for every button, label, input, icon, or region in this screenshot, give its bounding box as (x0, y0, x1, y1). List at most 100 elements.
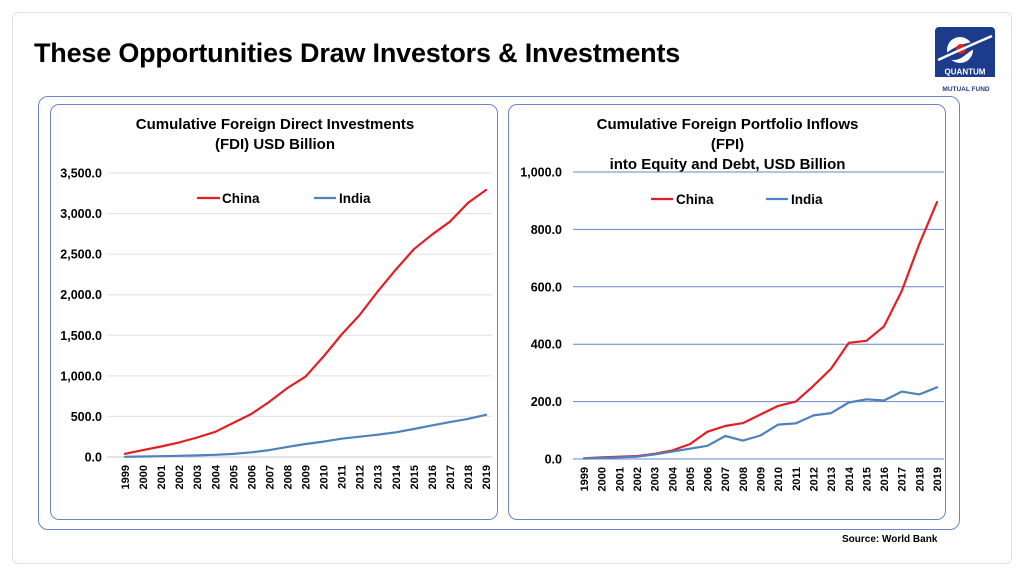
fdi-x-tick-label: 2016 (427, 465, 439, 489)
fpi-title-line-2: (FPI) (710, 136, 745, 153)
fdi-x-tick-label: 2002 (174, 465, 186, 489)
fpi-china-point (900, 290, 903, 292)
fdi-x-tick-label: 2003 (192, 465, 204, 489)
fpi-x-tick-label: 2014 (844, 466, 856, 491)
fpi-y-tick-label: 800.0 (531, 223, 562, 237)
svg-text:QUANTUM: QUANTUM (945, 68, 986, 77)
fdi-india-point (268, 449, 271, 451)
fdi-y-tick-label: 1,000.0 (60, 369, 102, 383)
fpi-title-line-3: into Equity and Debt, USD Billion (609, 156, 846, 173)
fdi-x-tick-label: 2001 (156, 465, 168, 489)
fdi-y-tick-label: 2,000.0 (60, 288, 102, 302)
fpi-india-point (706, 444, 709, 447)
fdi-india-point (412, 428, 415, 430)
fdi-china-point (304, 375, 307, 378)
fpi-china-point (812, 384, 815, 387)
fpi-india-point (830, 412, 832, 414)
fpi-india-point (724, 435, 727, 437)
fdi-x-tick-label: 2000 (138, 465, 150, 489)
fdi-x-tick-label: 2006 (246, 465, 258, 489)
fpi-india-point (759, 434, 762, 437)
fdi-x-tick-label: 2007 (264, 465, 276, 489)
fdi-title-line-1: Cumulative Foreign Direct Investments (135, 116, 415, 133)
fdi-x-tick-label: 2018 (463, 465, 475, 489)
fpi-x-tick-label: 2007 (720, 467, 732, 491)
fdi-china-point (178, 441, 181, 444)
quantum-logo-icon: QUANTUM (935, 27, 995, 77)
fdi-india-point (431, 424, 433, 427)
fdi-y-tick-label: 2,500.0 (60, 248, 102, 262)
fpi-india-point (900, 390, 903, 393)
fdi-y-tick-label: 1,500.0 (60, 329, 102, 343)
fdi-india-point (358, 435, 361, 438)
fpi-series-china-line (582, 201, 939, 460)
fdi-india-point (485, 413, 487, 416)
source-note: Source: World Bank (842, 534, 938, 545)
fdi-india-point (124, 455, 126, 458)
fpi-china-point (918, 242, 921, 245)
fdi-india-point (286, 446, 289, 448)
fdi-x-tick-label: 2019 (481, 465, 493, 489)
fpi-china-point (865, 339, 868, 342)
fdi-india-point (178, 454, 181, 457)
fdi-y-tick-label: 0.0 (85, 451, 102, 465)
fpi-india-point (653, 453, 656, 456)
fpi-legend-china-label: China (676, 192, 714, 207)
fdi-india-point (376, 433, 379, 436)
fdi-x-tick-label: 2017 (445, 465, 457, 489)
fpi-china-point (830, 367, 832, 370)
fdi-india-point (196, 454, 199, 457)
fdi-china-point (358, 314, 361, 316)
fpi-y-tick-label: 200.0 (531, 395, 562, 409)
fpi-china-point (936, 201, 938, 204)
fdi-x-tick-label: 2009 (301, 465, 313, 489)
fpi-china-point (847, 341, 850, 344)
fpi-india-point (671, 450, 674, 453)
fpi-india-point (883, 399, 885, 402)
logo-subtitle: MUTUAL FUND (942, 86, 990, 93)
fpi-china-point (883, 325, 885, 328)
fdi-x-tick-label: 2011 (337, 465, 349, 489)
fpi-china-point (742, 422, 744, 424)
fdi-china-point (142, 449, 145, 451)
fdi-china-point (340, 333, 343, 336)
fpi-x-tick-label: 2008 (738, 467, 750, 491)
fpi-china-point (706, 430, 709, 433)
fdi-china-point (431, 233, 433, 236)
fdi-y-tick-label: 500.0 (71, 410, 102, 424)
fdi-y-tick-label: 3,000.0 (60, 207, 102, 221)
fpi-x-tick-label: 2015 (861, 467, 873, 491)
fdi-legend-india-label: India (339, 191, 371, 206)
fdi-china-point (214, 430, 217, 433)
fpi-china-point (794, 400, 797, 403)
fpi-x-tick-label: 2000 (597, 467, 609, 491)
fdi-x-tick-label: 2014 (391, 464, 403, 489)
fdi-series-china-line (123, 188, 488, 455)
fdi-china-point (485, 189, 487, 191)
fpi-x-tick-label: 2001 (614, 467, 626, 491)
fpi-india-point (742, 439, 744, 442)
fpi-y-tick-label: 600.0 (531, 280, 562, 294)
fdi-series-india-line (123, 413, 488, 458)
fdi-india-point (214, 453, 217, 456)
fdi-china-point (376, 290, 379, 293)
fdi-y-tick-label: 3,500.0 (60, 167, 102, 181)
fpi-india-point (936, 386, 938, 389)
fpi-china-point (759, 413, 762, 416)
fpi-india-point (847, 401, 850, 404)
fdi-x-tick-label: 2013 (373, 465, 385, 489)
fpi-x-tick-label: 2005 (685, 467, 697, 491)
fpi-x-tick-label: 2011 (791, 467, 803, 491)
fdi-china-point (196, 436, 199, 439)
fpi-y-tick-label: 1,000.0 (520, 166, 562, 180)
fpi-series-india-line (582, 386, 939, 460)
fdi-india-point (250, 451, 253, 454)
fpi-y-tick-label: 0.0 (545, 453, 562, 467)
fdi-title-line-2: (FDI) USD Billion (215, 136, 335, 153)
fdi-india-point (340, 437, 343, 440)
fpi-chart-title: Cumulative Foreign Portfolio Inflows (FP… (515, 115, 940, 175)
fdi-x-tick-label: 2004 (210, 464, 222, 489)
fpi-india-point (636, 455, 638, 458)
fpi-china-point (724, 425, 727, 427)
